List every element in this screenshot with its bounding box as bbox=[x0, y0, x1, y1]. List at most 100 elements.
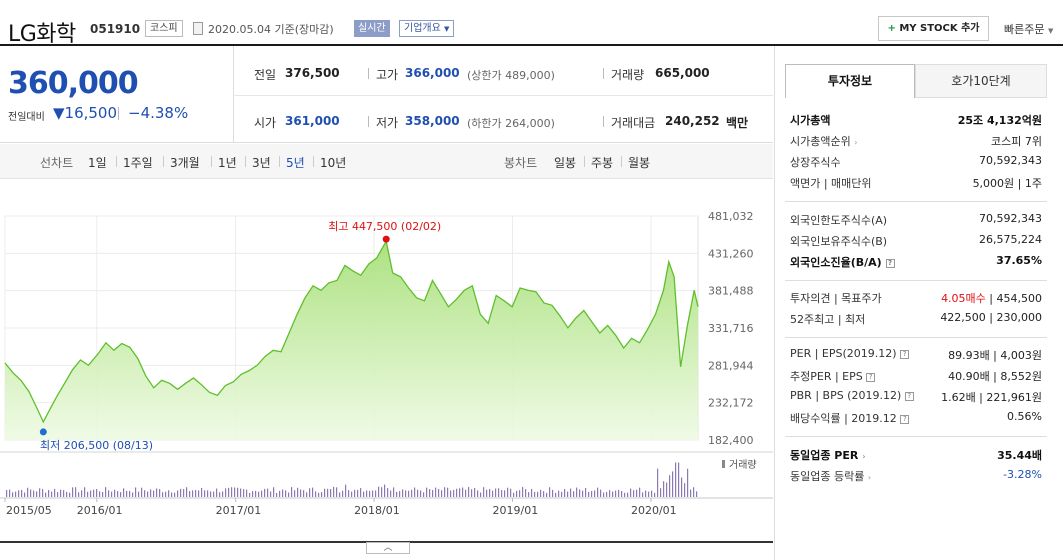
volume-bar bbox=[12, 492, 14, 497]
info-row-sector-per[interactable]: 동일업종 PER › 35.44배 bbox=[790, 447, 1042, 467]
volume-bar bbox=[24, 492, 26, 497]
divider bbox=[279, 156, 280, 167]
period-3m[interactable]: 3개월 bbox=[170, 156, 200, 170]
volume-bar bbox=[687, 468, 689, 497]
plus-icon: + bbox=[887, 23, 896, 34]
volume-bar bbox=[237, 487, 239, 497]
volume-bar bbox=[567, 491, 569, 497]
period-1w[interactable]: 1주일 bbox=[123, 156, 153, 170]
volume-bar bbox=[522, 487, 524, 497]
divider bbox=[584, 156, 585, 167]
help-icon[interactable]: ? bbox=[900, 349, 910, 359]
candle-monthly[interactable]: 월봉 bbox=[628, 156, 651, 170]
volume-bar bbox=[480, 492, 482, 497]
volume-bar bbox=[126, 490, 128, 497]
volume-bar bbox=[78, 492, 80, 497]
divider bbox=[233, 46, 234, 143]
base-date: 2020.05.04 기준(장마감) bbox=[208, 23, 334, 36]
pbr-label: PBR | BPS (2019.12) ? bbox=[790, 389, 914, 402]
volume-bar bbox=[645, 490, 647, 497]
volume-bar bbox=[534, 491, 536, 497]
volume-bar bbox=[648, 491, 650, 497]
help-icon[interactable]: ? bbox=[866, 372, 876, 382]
tab-investment-info[interactable]: 투자정보 bbox=[785, 64, 915, 98]
volume-bar bbox=[453, 490, 455, 497]
volume-legend-label: 거래량 bbox=[729, 459, 757, 471]
volume-bar bbox=[6, 490, 8, 497]
volume-bar bbox=[156, 488, 158, 497]
volume-bar bbox=[210, 491, 212, 497]
period-1d[interactable]: 1일 bbox=[88, 156, 107, 170]
help-icon[interactable]: ? bbox=[885, 258, 895, 268]
volume-bar bbox=[549, 487, 551, 497]
volume-bar bbox=[267, 488, 269, 497]
volume-bar bbox=[288, 492, 290, 497]
volume-bar bbox=[27, 487, 29, 497]
info-row-par: 액면가 | 매매단위 5,000원 | 1주 bbox=[790, 175, 1042, 195]
prev-diff-label: 전일대비 bbox=[8, 112, 45, 123]
volume-bar bbox=[306, 492, 308, 497]
company-overview-dropdown[interactable]: 기업개요 ▼ bbox=[399, 20, 455, 37]
volume-bar bbox=[168, 490, 170, 497]
volume-bars bbox=[6, 462, 698, 497]
shares-label: 상장주식수 bbox=[790, 156, 841, 169]
period-3y[interactable]: 3년 bbox=[252, 156, 271, 170]
volume-bar bbox=[303, 490, 305, 497]
tab-order-book[interactable]: 호가10단계 bbox=[915, 64, 1047, 98]
volume-bar bbox=[561, 491, 563, 497]
collapse-chart-button[interactable]: ︿ bbox=[366, 542, 410, 554]
volume-bar bbox=[99, 491, 101, 497]
volume-bar bbox=[504, 490, 506, 497]
pbr-label-text: PBR | BPS (2019.12) bbox=[790, 389, 902, 402]
chevron-right-icon: › bbox=[854, 138, 858, 147]
realtime-badge[interactable]: 실시간 bbox=[354, 20, 390, 37]
volume-bar bbox=[696, 491, 698, 497]
info-row-sector-change[interactable]: 동일업종 등락률 › -3.28% bbox=[790, 468, 1042, 488]
volume-bar bbox=[195, 490, 197, 497]
par-label: 액면가 | 매매단위 bbox=[790, 177, 872, 190]
volume-bar bbox=[651, 490, 653, 497]
volume-bar bbox=[297, 487, 299, 497]
volume-bar bbox=[663, 481, 665, 497]
sector-per-label: 동일업종 PER › bbox=[790, 447, 866, 463]
volume-bar bbox=[255, 490, 257, 497]
volume-bar bbox=[183, 489, 185, 497]
volume-bar bbox=[72, 487, 74, 497]
volume-bar bbox=[225, 488, 227, 497]
period-10y[interactable]: 10년 bbox=[320, 156, 347, 170]
help-icon[interactable]: ? bbox=[904, 391, 914, 401]
volume-bar bbox=[456, 488, 458, 497]
volume-bar bbox=[21, 489, 23, 497]
volume-bar bbox=[675, 462, 677, 497]
candle-daily[interactable]: 일봉 bbox=[554, 156, 577, 170]
candle-weekly[interactable]: 주봉 bbox=[591, 156, 614, 170]
divider bbox=[785, 280, 1047, 281]
company-name: LG화학 bbox=[8, 22, 76, 47]
volume-bar bbox=[636, 489, 638, 497]
volume-bar bbox=[450, 490, 452, 497]
volume-bar bbox=[495, 488, 497, 497]
volume-bar bbox=[516, 490, 518, 497]
chevron-right-icon: › bbox=[867, 473, 872, 482]
extreme-markers: 최고 447,500 (02/02) 최저 206,500 (08/13) bbox=[39, 220, 441, 452]
volume-bar bbox=[69, 492, 71, 497]
help-icon[interactable]: ? bbox=[900, 414, 910, 424]
volume-bar bbox=[474, 488, 476, 497]
period-5y[interactable]: 5년 bbox=[286, 156, 305, 170]
volume-bar bbox=[60, 489, 62, 497]
volume-bar bbox=[366, 490, 368, 497]
line-chart-label: 선차트 bbox=[40, 156, 74, 170]
volume-bar bbox=[618, 489, 620, 497]
my-stock-add-button[interactable]: + MY STOCK 추가 bbox=[878, 16, 989, 41]
price-chart[interactable]: 481,032 431,260 381,488 331,716 281,944 232,1… bbox=[0, 180, 773, 540]
info-row-market-cap-rank[interactable]: 시가총액순위 › 코스피 7위 bbox=[790, 133, 1042, 153]
volume-bar bbox=[285, 490, 287, 497]
volume-bar bbox=[513, 492, 515, 497]
quick-order-dropdown[interactable]: 빠른주문 ▼ bbox=[1004, 21, 1053, 37]
volume-bar bbox=[693, 487, 695, 497]
volume-bar bbox=[600, 489, 602, 497]
dividend-label: 배당수익률 | 2019.12 ? bbox=[790, 410, 910, 426]
volume-bar bbox=[390, 490, 392, 497]
volume-bar bbox=[342, 490, 344, 497]
period-1y[interactable]: 1년 bbox=[218, 156, 237, 170]
